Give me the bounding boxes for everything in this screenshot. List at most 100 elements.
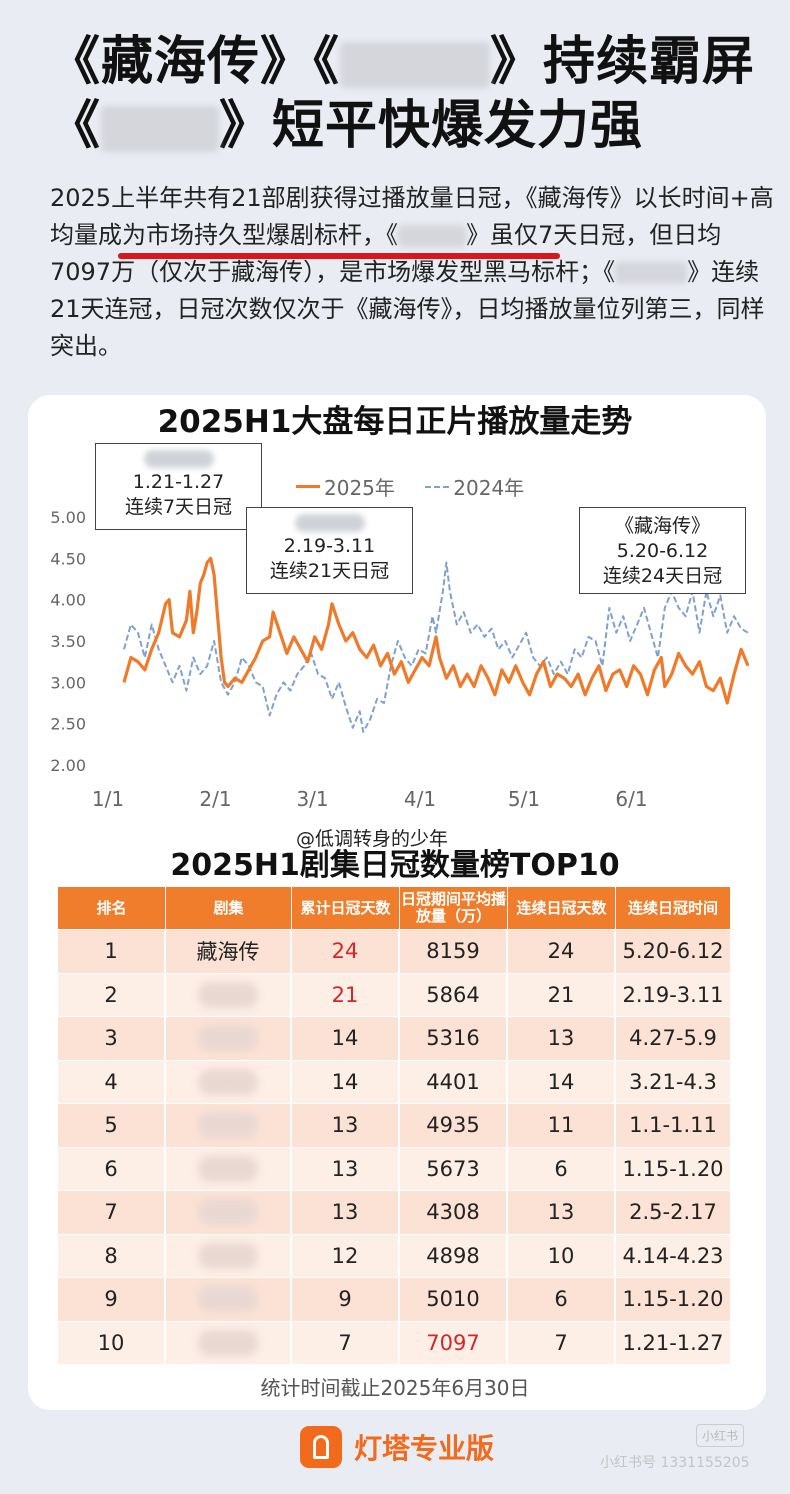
annotation-text: 连续24天日冠 xyxy=(602,565,723,587)
headline: 《藏海传》《 》持续霸屏 《 》短平快爆发力强 xyxy=(48,30,768,158)
table-cell: 2.5-2.17 xyxy=(616,1190,730,1234)
table-cell: 13 xyxy=(292,1146,400,1190)
table-cell: 13 xyxy=(292,1103,400,1147)
table-cell: 24 xyxy=(292,929,400,973)
table-cell: 9 xyxy=(58,1277,166,1321)
lighthouse-icon xyxy=(300,1426,342,1468)
headline-text-2b: 》短平快爆发力强 xyxy=(219,96,644,156)
x-tick-label: 6/1 xyxy=(615,787,647,811)
table-row: 10 7 7097 7 1.21-1.27 xyxy=(58,1320,730,1364)
headline-line-2: 《 》短平快爆发力强 xyxy=(48,94,768,158)
legend-swatch-2024 xyxy=(425,485,450,488)
table-cell: 4935 xyxy=(400,1103,508,1147)
table-cell: 1.15-1.20 xyxy=(616,1146,730,1190)
annotation-label: 5.20-6.12 xyxy=(616,540,709,562)
table-cell xyxy=(166,1233,292,1277)
chart-title: 2025H1大盘每日正片播放量走势 xyxy=(157,404,633,440)
table-cell: 8159 xyxy=(400,929,508,973)
table-cell: 2.19-3.11 xyxy=(616,972,730,1016)
table-cell: 7097 xyxy=(400,1320,508,1364)
table-cell: 7 xyxy=(292,1320,400,1364)
table-cell: 5010 xyxy=(400,1277,508,1321)
table-cell xyxy=(166,972,292,1016)
x-tick-label: 3/1 xyxy=(296,787,328,811)
table-header-row: 排名 剧集 累计日冠天数 日冠期间平均播放量（万） 连续日冠天数 连续日冠时间 xyxy=(58,887,730,929)
table-cell: 4401 xyxy=(400,1059,508,1103)
chart-legend: 2025年 2024年 xyxy=(296,472,524,501)
table-cell: 3 xyxy=(58,1016,166,1060)
table-cell: 4.14-4.23 xyxy=(616,1233,730,1277)
table-cell: 14 xyxy=(508,1059,616,1103)
y-tick-label: 3.00 xyxy=(50,673,86,692)
platform-id-watermark: 小红书号 1331155205 xyxy=(600,1455,750,1471)
table-row: 2 21 5864 21 2.19-3.11 xyxy=(58,972,730,1016)
legend-swatch-2025 xyxy=(296,485,320,488)
table-cell: 1.21-1.27 xyxy=(616,1320,730,1364)
y-tick-label: 4.00 xyxy=(50,591,86,610)
table-cell: 14 xyxy=(292,1016,400,1060)
legend-label-2024: 2024年 xyxy=(453,476,525,500)
table-cell: 6 xyxy=(508,1146,616,1190)
brand-name: 灯塔专业版 xyxy=(354,1432,495,1465)
table-row: 7 13 4308 13 2.5-2.17 xyxy=(58,1190,730,1234)
blurred-title xyxy=(294,514,365,532)
y-tick-label: 2.00 xyxy=(50,756,86,775)
blurred-title xyxy=(198,1155,258,1182)
table-cell: 10 xyxy=(58,1320,166,1364)
table-cell: 3.21-4.3 xyxy=(616,1059,730,1103)
table-cell: 13 xyxy=(508,1190,616,1234)
table-cell: 4898 xyxy=(400,1233,508,1277)
blurred-title xyxy=(198,1286,258,1313)
table-title: 2025H1剧集日冠数量榜TOP10 xyxy=(170,848,620,883)
table-cell: 5.20-6.12 xyxy=(616,929,730,973)
table-cell: 8 xyxy=(58,1233,166,1277)
series-line-2025年 xyxy=(122,556,750,705)
intro-text-1: 2025上半年共有21部剧获得过播放量日冠，《藏海传》以长时间+高均量成为市场持… xyxy=(50,184,774,249)
table-cell: 24 xyxy=(508,929,616,973)
ranking-table: 排名 剧集 累计日冠天数 日冠期间平均播放量（万） 连续日冠天数 连续日冠时间 1 藏海传 2… xyxy=(58,887,730,1364)
table-cell: 10 xyxy=(508,1233,616,1277)
platform-watermark: 小红书 xyxy=(696,1424,745,1447)
annotation-label: 2.19-3.11 xyxy=(283,535,376,557)
table-row: 1 藏海传 24 8159 24 5.20-6.12 xyxy=(58,929,730,973)
table-cell: 7 xyxy=(58,1190,166,1234)
column-header: 连续日冠天数 xyxy=(508,887,616,929)
table-row: 6 13 5673 6 1.15-1.20 xyxy=(58,1146,730,1190)
y-tick-label: 5.00 xyxy=(50,508,86,527)
headline-text-1a: 《藏海传》《 xyxy=(48,32,341,92)
x-tick-label: 1/1 xyxy=(92,787,124,811)
table-cell: 9 xyxy=(292,1277,400,1321)
table-cell: 藏海传 xyxy=(166,929,292,973)
intro-text-2: 》虽仅7天日冠，但日均7097万（仅次于藏海传），是市场爆发型黑马标杆；《 xyxy=(50,221,722,286)
table-cell xyxy=(166,1320,292,1364)
blurred-title xyxy=(198,1112,258,1139)
headline-text-1b: 》持续霸屏 xyxy=(490,32,756,92)
table-cell: 21 xyxy=(292,972,400,1016)
blurred-title xyxy=(198,1068,258,1095)
table-body: 1 藏海传 24 8159 24 5.20-6.12 2 21 5864 21 2.19-3.11 3… xyxy=(58,929,730,1364)
legend-label-2025: 2025年 xyxy=(324,476,395,500)
annotation-box-3: 《藏海传》 5.20-6.12 连续24天日冠 xyxy=(579,507,746,594)
table-cell: 1.15-1.20 xyxy=(616,1277,730,1321)
y-tick-label: 4.50 xyxy=(50,549,86,568)
y-tick-label: 3.50 xyxy=(50,632,86,651)
table-cell xyxy=(166,1277,292,1321)
table-cell: 4 xyxy=(58,1059,166,1103)
column-header: 剧集 xyxy=(166,887,292,929)
footnote: 统计时间截止2025年6月30日 xyxy=(260,1376,530,1400)
table-cell xyxy=(166,1059,292,1103)
column-header: 排名 xyxy=(58,887,166,929)
blurred-title xyxy=(198,1242,258,1269)
annotation-label: 1.21-1.27 xyxy=(132,471,225,493)
table-cell: 2 xyxy=(58,972,166,1016)
annotation-text: 连续7天日冠 xyxy=(124,496,233,518)
table-cell xyxy=(166,1103,292,1147)
blurred-title xyxy=(198,981,258,1008)
blurred-title xyxy=(198,1025,258,1052)
x-tick-label: 4/1 xyxy=(404,787,436,811)
intro-paragraph: 2025上半年共有21部剧获得过播放量日冠，《藏海传》以长时间+高均量成为市场持… xyxy=(50,180,780,365)
table-cell: 12 xyxy=(292,1233,400,1277)
table-cell: 5316 xyxy=(400,1016,508,1060)
intro-text-3: 》连续21天连冠，日冠次数仅次于《藏海传》，日均播放量位列第三，同样突出。 xyxy=(50,258,765,360)
headline-text-2a: 《 xyxy=(48,96,102,156)
